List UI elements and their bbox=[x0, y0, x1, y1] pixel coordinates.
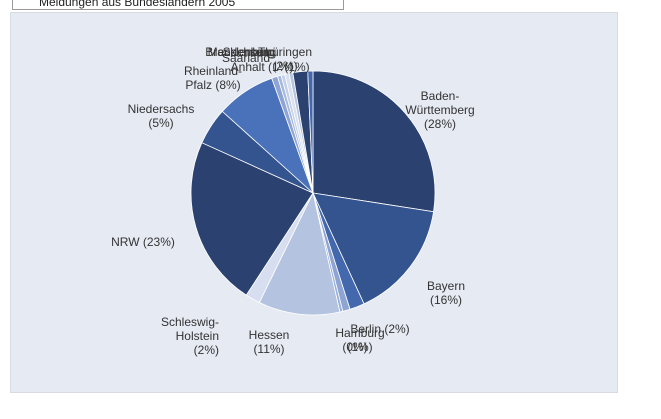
pie-slice-other bbox=[307, 70, 314, 194]
slice-label-rheinland-pfalz: Rheinland-Pfalz (8%) bbox=[184, 64, 242, 92]
slice-label-bayern: Bayern (16%) bbox=[427, 279, 465, 307]
slice-label-schleswig-holstein: Schleswig-Holstein (2%) bbox=[161, 315, 219, 357]
slice-label-hessen: Hessen (11%) bbox=[249, 328, 290, 356]
pie-slice-hessen bbox=[258, 191, 341, 316]
slice-label-nrw: NRW (23%) bbox=[111, 235, 175, 249]
slice-label-hamburg: Hamburg (1%) bbox=[335, 326, 384, 354]
pie-slice-bayern bbox=[312, 192, 435, 305]
slice-label-baden-w-rttemberg: Baden-Württemberg (28%) bbox=[405, 89, 474, 131]
slice-label-sachsen: Sachsen bbox=[223, 45, 270, 59]
slice-label-saarland: Saarland bbox=[222, 51, 270, 65]
pie-slice-nrw bbox=[190, 142, 314, 296]
chart-title: Meldungen aus Bundesländern 2005 bbox=[12, 0, 344, 10]
pie-labels: Baden-Württemberg (28%) Bayern (16%) Berlin … bbox=[111, 45, 475, 357]
pie-slices bbox=[190, 70, 436, 316]
slice-label-bremen: (0%) bbox=[342, 340, 367, 354]
slice-label-th-ringen: Thüringen (2%) bbox=[258, 45, 312, 73]
slice-label-sachsen-anhalt: Anhalt (1%) bbox=[231, 60, 294, 74]
slice-label-mecklenburg-vorpommern: Mecklenburg bbox=[208, 45, 277, 59]
slice-label-other: (1%) bbox=[284, 60, 309, 74]
slice-label-niedersachsen: Niedersachs (5%) bbox=[128, 102, 195, 130]
slice-label-berlin: Berlin (2%) bbox=[350, 322, 409, 336]
pie-slice-baden-w-rttemberg bbox=[312, 70, 436, 213]
slice-label-brandenburg: Brandenburg bbox=[205, 45, 274, 59]
